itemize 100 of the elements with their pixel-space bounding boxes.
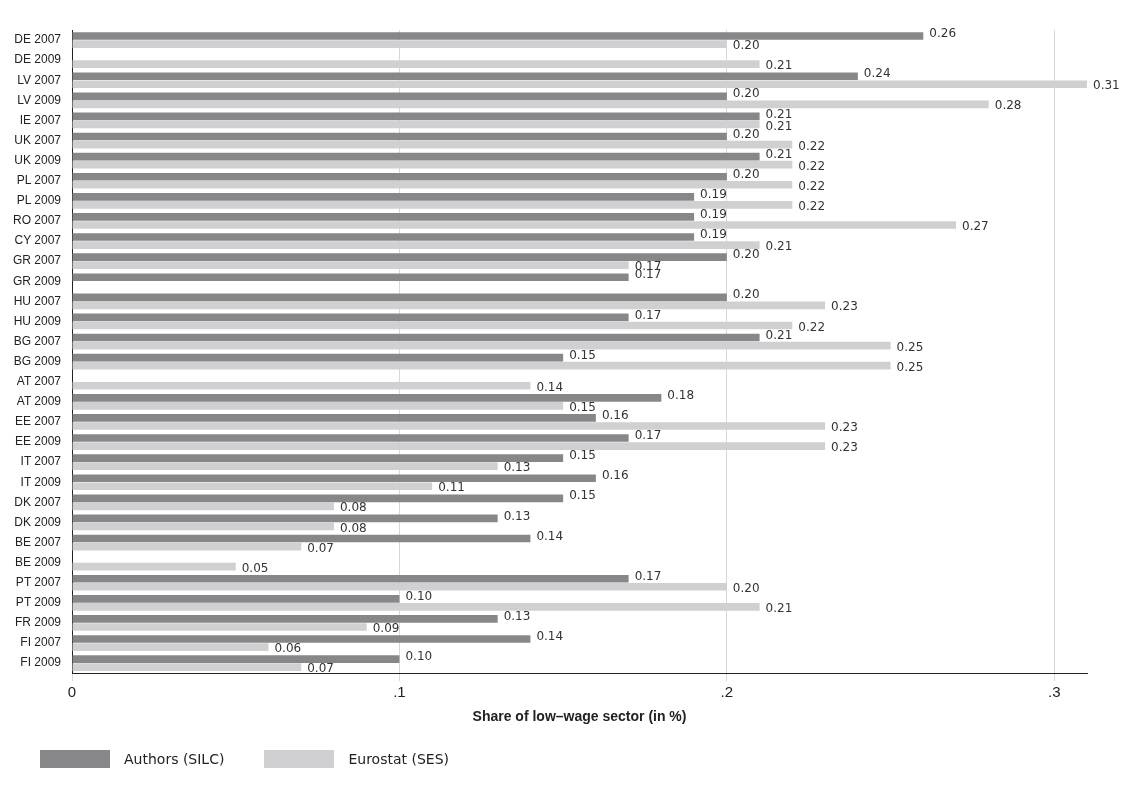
bar bbox=[72, 273, 629, 282]
bar bbox=[72, 542, 302, 551]
data-label: 0.22 bbox=[798, 198, 826, 213]
data-label: 0.17 bbox=[634, 428, 662, 443]
data-label: 0.19 bbox=[700, 207, 727, 222]
y-tick-label: BG 2009 bbox=[13, 353, 62, 368]
y-tick-label: DK 2009 bbox=[14, 514, 62, 529]
bar bbox=[72, 635, 531, 643]
x-axis-title: Share of low–wage sector (in %) bbox=[472, 708, 687, 725]
x-tick-label: .3 bbox=[1048, 683, 1061, 701]
y-tick-label: UK 2009 bbox=[14, 152, 62, 167]
bar bbox=[72, 562, 236, 571]
data-label: 0.19 bbox=[700, 186, 727, 201]
x-tick-label: .2 bbox=[720, 683, 734, 701]
bar bbox=[72, 193, 695, 201]
bar bbox=[72, 643, 269, 651]
data-label: 0.20 bbox=[732, 287, 760, 302]
y-tick-label: IE 2007 bbox=[19, 112, 62, 127]
bar bbox=[72, 353, 564, 362]
bar bbox=[72, 474, 596, 483]
bar bbox=[72, 434, 629, 442]
data-label: 0.21 bbox=[765, 106, 793, 121]
data-label: 0.16 bbox=[601, 408, 629, 423]
bar bbox=[72, 655, 400, 663]
bar bbox=[72, 172, 727, 181]
bar bbox=[72, 534, 531, 543]
y-tick-label: BE 2009 bbox=[14, 554, 62, 569]
data-label: 0.16 bbox=[601, 468, 629, 483]
bar bbox=[72, 132, 727, 141]
data-label: 0.15 bbox=[569, 448, 596, 463]
bar bbox=[72, 615, 498, 623]
data-label: 0.17 bbox=[634, 568, 662, 583]
x-tick-label: .1 bbox=[393, 683, 406, 701]
bar bbox=[72, 623, 367, 631]
data-label: 0.13 bbox=[503, 508, 531, 523]
y-tick-label: GR 2007 bbox=[13, 253, 62, 268]
bar bbox=[72, 112, 760, 121]
data-label: 0.21 bbox=[765, 58, 793, 73]
y-tick-label: FI 2007 bbox=[20, 635, 62, 650]
data-label: 0.22 bbox=[798, 319, 826, 334]
data-label: 0.20 bbox=[732, 247, 760, 262]
data-label: 0.09 bbox=[372, 621, 400, 636]
data-label: 0.10 bbox=[405, 588, 433, 603]
data-label: 0.20 bbox=[732, 38, 760, 53]
data-label: 0.13 bbox=[503, 609, 531, 624]
data-label: 0.10 bbox=[405, 649, 433, 664]
data-label: 0.06 bbox=[274, 641, 302, 656]
data-label: 0.23 bbox=[831, 420, 858, 435]
data-label: 0.13 bbox=[503, 460, 531, 475]
bar bbox=[72, 663, 302, 671]
bar bbox=[72, 253, 727, 261]
bar bbox=[72, 32, 924, 40]
data-label: 0.21 bbox=[765, 146, 793, 161]
data-label: 0.25 bbox=[896, 339, 924, 354]
data-label: 0.21 bbox=[765, 239, 793, 254]
data-label: 0.20 bbox=[732, 166, 760, 181]
data-label: 0.23 bbox=[831, 299, 858, 314]
y-tick-label: LV 2007 bbox=[17, 72, 62, 87]
y-tick-label: GR 2009 bbox=[13, 273, 62, 288]
data-label: 0.18 bbox=[667, 387, 695, 402]
data-label: 0.27 bbox=[962, 219, 989, 234]
data-label: 0.14 bbox=[536, 379, 564, 394]
bar bbox=[72, 213, 695, 221]
data-label: 0.17 bbox=[634, 307, 662, 322]
data-label: 0.23 bbox=[831, 440, 858, 455]
y-tick-label: IT 2007 bbox=[20, 454, 62, 469]
y-tick-label: DE 2009 bbox=[14, 52, 62, 67]
bar bbox=[72, 293, 727, 302]
bar bbox=[72, 414, 596, 422]
data-label: 0.31 bbox=[1093, 78, 1120, 93]
data-label: 0.20 bbox=[732, 580, 760, 595]
data-label: 0.24 bbox=[863, 66, 891, 81]
y-tick-label: AT 2009 bbox=[16, 394, 62, 409]
y-tick-label: PT 2009 bbox=[15, 595, 62, 610]
y-tick-label: RO 2007 bbox=[13, 213, 62, 228]
y-tick-label: IT 2009 bbox=[20, 474, 62, 489]
data-label: 0.05 bbox=[241, 560, 269, 575]
data-label: 0.26 bbox=[929, 26, 957, 41]
data-label: 0.19 bbox=[700, 227, 727, 242]
data-label: 0.08 bbox=[339, 500, 367, 515]
bar bbox=[72, 514, 498, 523]
bar bbox=[72, 522, 334, 531]
data-label: 0.22 bbox=[798, 158, 826, 173]
y-tick-label: EE 2007 bbox=[14, 414, 62, 429]
y-tick-label: HU 2009 bbox=[13, 313, 62, 328]
y-tick-label: FR 2009 bbox=[15, 615, 62, 630]
bar bbox=[72, 233, 695, 241]
bar bbox=[72, 394, 662, 402]
data-label: 0.15 bbox=[569, 347, 596, 362]
y-tick-label: AT 2007 bbox=[16, 374, 62, 389]
data-label: 0.07 bbox=[307, 661, 334, 676]
bar bbox=[72, 574, 629, 583]
data-label: 0.21 bbox=[765, 118, 793, 133]
legend-label: Eurostat (SES) bbox=[348, 751, 449, 767]
y-tick-label: DE 2007 bbox=[14, 32, 62, 47]
data-label: 0.15 bbox=[569, 399, 596, 414]
data-label: 0.11 bbox=[438, 480, 465, 495]
data-label: 0.20 bbox=[732, 86, 760, 101]
y-tick-label: BE 2007 bbox=[14, 534, 62, 549]
bar bbox=[72, 92, 727, 101]
